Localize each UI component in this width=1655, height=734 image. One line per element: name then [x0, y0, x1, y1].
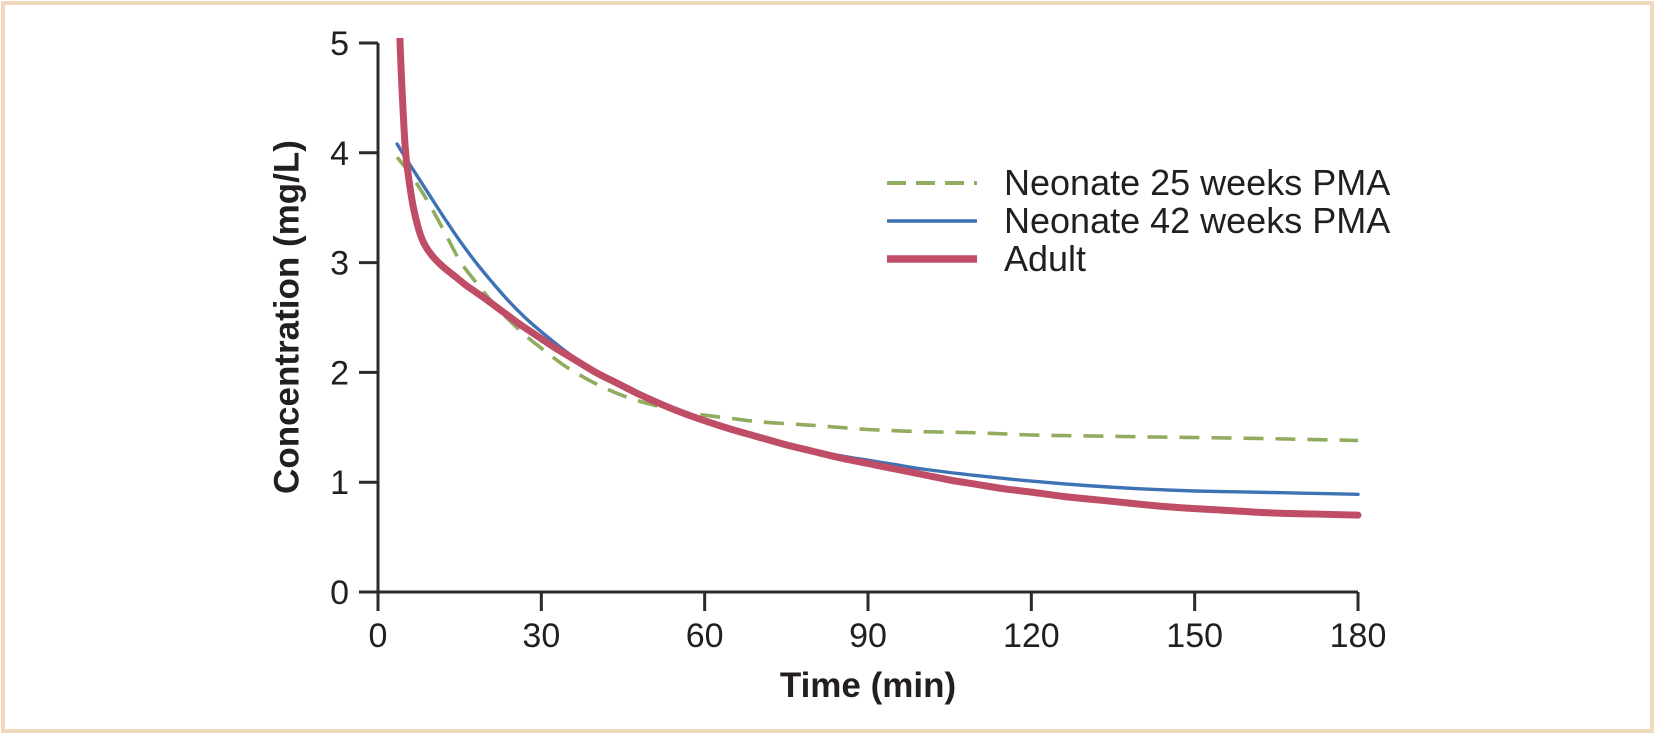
legend: Neonate 25 weeks PMA Neonate 42 weeks PM…: [887, 164, 1390, 278]
x-tick-label: 0: [369, 617, 388, 655]
y-tick-label: 3: [330, 245, 349, 283]
x-tick-label: 120: [1003, 617, 1060, 655]
dashed-line-swatch-icon: [887, 181, 977, 185]
legend-item-neonate-25-weeks: Neonate 25 weeks PMA: [887, 164, 1390, 202]
y-tick-label: 1: [330, 464, 349, 502]
x-tick-label: 180: [1330, 617, 1387, 655]
thick-line-swatch-icon: [887, 255, 977, 263]
x-axis-title: Time (min): [779, 666, 957, 705]
x-tick-label: 150: [1166, 617, 1223, 655]
legend-item-adult: Adult: [887, 240, 1390, 278]
legend-label-neonate-42: Neonate 42 weeks PMA: [1004, 200, 1391, 241]
legend-item-neonate-42-weeks: Neonate 42 weeks PMA: [887, 202, 1390, 240]
y-tick-label: 4: [330, 135, 349, 173]
x-tick-label: 60: [686, 617, 724, 655]
solid-line-swatch-icon: [887, 219, 977, 223]
y-tick-label: 5: [330, 25, 349, 63]
y-axis-title: Concentration (mg/L): [267, 140, 307, 494]
x-tick-label: 90: [849, 617, 887, 655]
x-tick-label: 30: [522, 617, 560, 655]
y-tick-label: 2: [330, 354, 349, 392]
series-line-adult: [396, 38, 1362, 519]
legend-label-neonate-25: Neonate 25 weeks PMA: [1004, 162, 1391, 203]
y-tick-label: 0: [330, 574, 349, 612]
legend-label-adult: Adult: [1004, 238, 1087, 279]
